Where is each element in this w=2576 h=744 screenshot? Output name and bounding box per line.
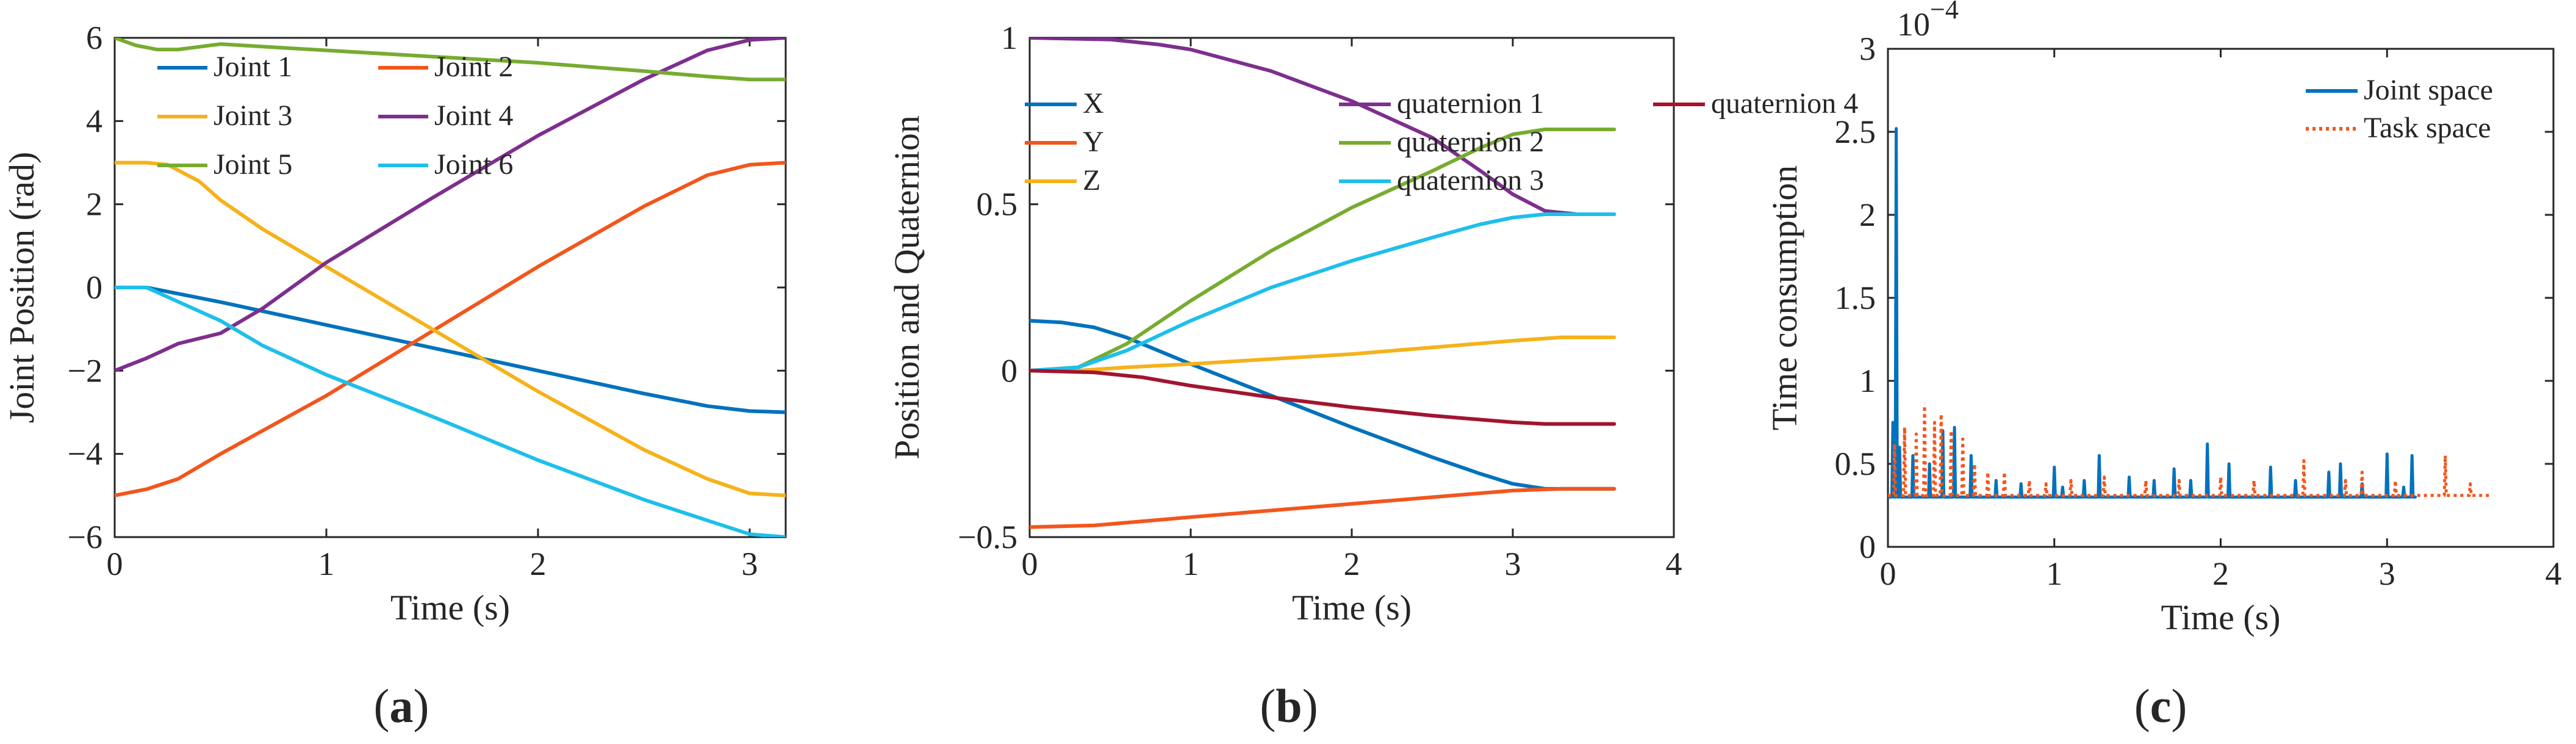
series-joint-4-line — [115, 38, 786, 373]
y-tick-label: 4 — [86, 103, 102, 139]
legend-label: Task space — [2364, 112, 2491, 144]
x-axis-label: Time (s) — [1292, 588, 1412, 627]
series-z-line — [1030, 335, 1616, 373]
series-joint-5-line — [115, 38, 786, 82]
series-y-line — [1030, 486, 1616, 529]
x-tick-label: 1 — [318, 546, 335, 582]
x-tick-label: 0 — [107, 546, 123, 582]
series-group-a — [115, 38, 786, 537]
x-tick-label: 3 — [1505, 546, 1521, 582]
y-tick-label: 6 — [86, 20, 102, 56]
series-joint-space-line — [1888, 127, 2417, 499]
legend-label: Joint 4 — [434, 99, 513, 132]
y-tick-label: 0.5 — [1835, 446, 1876, 482]
legend-label: Joint 1 — [213, 51, 292, 83]
y-exponent-label: 10−4 — [1897, 0, 1959, 43]
y-axis-label: Position and Quaternion — [887, 115, 927, 460]
y-exponent-power: −4 — [1930, 0, 1959, 24]
panel-caption-b: (b) — [1260, 679, 1318, 732]
legend-label: quaternion 2 — [1397, 126, 1544, 158]
x-tick-label: 0 — [1880, 555, 1896, 592]
legend-label: quaternion 4 — [1711, 87, 1858, 120]
series-joint-2-line — [115, 161, 786, 497]
caption-open: ( — [1260, 679, 1275, 732]
x-tick-label: 0 — [1022, 546, 1038, 582]
legend-label: Joint 3 — [213, 99, 292, 132]
legend-label: Z — [1083, 164, 1100, 197]
legend-label: quaternion 3 — [1397, 164, 1544, 197]
y-tick-label: 2.5 — [1835, 114, 1876, 150]
legend-label: Joint 6 — [434, 148, 513, 181]
series-x-line — [1030, 319, 1616, 491]
y-tick-label: 0.5 — [977, 186, 1018, 223]
legend-label: Joint space — [2364, 74, 2493, 106]
legend-label: Joint 2 — [434, 51, 513, 83]
legend-c: Joint space Task space — [2306, 74, 2493, 144]
series-group-c — [1888, 127, 2492, 499]
x-tick-label: 2 — [530, 546, 547, 582]
panel-caption-c: (c) — [2134, 679, 2187, 732]
legend-a: Joint 1 Joint 2 Joint 3 Joint 4 Joint 5 Joint… — [157, 51, 513, 181]
legend-label: quaternion 1 — [1397, 87, 1544, 120]
y-tick-label: 2 — [86, 186, 102, 223]
y-tick-label: 0 — [1001, 352, 1017, 389]
y-tick-label: 0 — [1859, 529, 1876, 565]
legend-label: Y — [1083, 126, 1104, 158]
y-tick-label: −6 — [68, 519, 102, 555]
x-tick-label: 1 — [1183, 546, 1199, 582]
plot-frame-b — [1028, 37, 1675, 538]
x-axis-label: Time (s) — [390, 588, 510, 627]
caption-letter: a — [390, 679, 414, 732]
x-tick-label: 3 — [742, 546, 758, 582]
x-axis-label: Time (s) — [2161, 598, 2280, 637]
y-tick-label: 0 — [86, 269, 102, 306]
panel-caption-a: (a) — [374, 679, 429, 732]
caption-open: ( — [374, 679, 390, 732]
legend-label: X — [1083, 87, 1104, 120]
caption-close: ) — [414, 679, 429, 732]
series-quaternion-1-line — [1030, 38, 1616, 216]
y-exponent-base: 10 — [1897, 6, 1930, 43]
caption-letter: c — [2150, 679, 2172, 732]
series-task-space-line — [1888, 404, 2492, 497]
panel-a: 0 1 2 3 −6 −4 −2 0 2 4 6 Time (s) Joint Position (ra… — [2, 20, 787, 732]
y-axis-label: Time consumption — [1765, 165, 1804, 431]
x-tick-label: 1 — [2046, 555, 2062, 592]
y-tick-label: 1.5 — [1835, 280, 1876, 316]
x-tick-label: 4 — [1666, 546, 1682, 582]
series-group-b — [1030, 38, 1616, 529]
panel-c: 0 1 2 3 4 0 0.5 1 1.5 2 2.5 3 Time (s) Time consumpti… — [1765, 0, 2562, 732]
x-tick-label: 3 — [2379, 555, 2395, 592]
series-joint-1-line — [115, 286, 786, 414]
y-tick-label: −0.5 — [958, 519, 1017, 555]
series-joint-3-line — [115, 161, 786, 497]
series-quaternion-4-line — [1030, 369, 1616, 426]
caption-letter: b — [1275, 679, 1302, 732]
y-tick-label: 1 — [1859, 363, 1876, 399]
x-tick-label: 2 — [2212, 555, 2229, 592]
series-quaternion-2-line — [1030, 128, 1616, 373]
caption-close: ) — [1302, 679, 1318, 732]
y-axis-label: Joint Position (rad) — [2, 152, 41, 424]
y-tick-label: 2 — [1859, 197, 1876, 233]
y-tick-label: −2 — [68, 352, 102, 389]
y-tick-label: −4 — [68, 436, 102, 472]
y-tick-label: 1 — [1001, 20, 1017, 56]
series-quaternion-3-line — [1030, 212, 1616, 373]
x-tick-label: 4 — [2546, 555, 2562, 592]
x-tick-label: 2 — [1344, 546, 1360, 582]
series-joint-6-line — [115, 286, 786, 537]
legend-label: Joint 5 — [213, 148, 292, 181]
y-tick-label: 3 — [1859, 31, 1876, 67]
caption-open: ( — [2134, 679, 2150, 732]
caption-close: ) — [2171, 679, 2187, 732]
